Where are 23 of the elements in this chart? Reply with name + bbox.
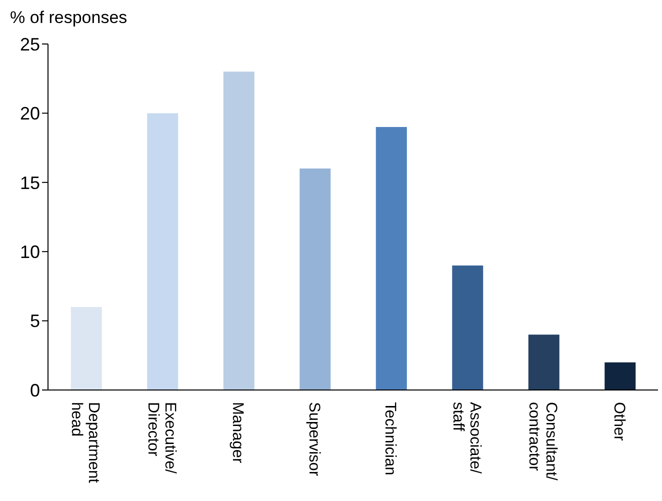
x-tick-label: Department head (68, 402, 102, 484)
bar (528, 334, 560, 390)
bar (70, 306, 102, 390)
x-tick-label: Other (610, 402, 628, 441)
x-tick-label: Associate/ staff (449, 402, 484, 474)
x-tick-label: Executive/ Director (144, 402, 178, 474)
bar (376, 127, 407, 390)
bar (223, 72, 254, 390)
y-tick-label: 0 (30, 380, 40, 400)
y-tick-label: 15 (20, 172, 40, 193)
x-tick-label: Technician (382, 402, 399, 476)
bar (147, 113, 178, 390)
y-tick-label: 25 (20, 34, 40, 54)
x-tick-label: Manager (229, 402, 246, 464)
y-tick-label: 10 (20, 242, 40, 262)
bar (300, 168, 331, 390)
y-tick-label: 20 (20, 104, 40, 124)
y-axis-title: % of responses (10, 8, 128, 28)
bar (452, 265, 484, 390)
y-tick-label: 5 (30, 311, 40, 332)
x-tick-label: Consultant/ contractor (526, 402, 560, 482)
x-tick-label: Supervisor (305, 402, 322, 476)
bar (604, 362, 636, 390)
